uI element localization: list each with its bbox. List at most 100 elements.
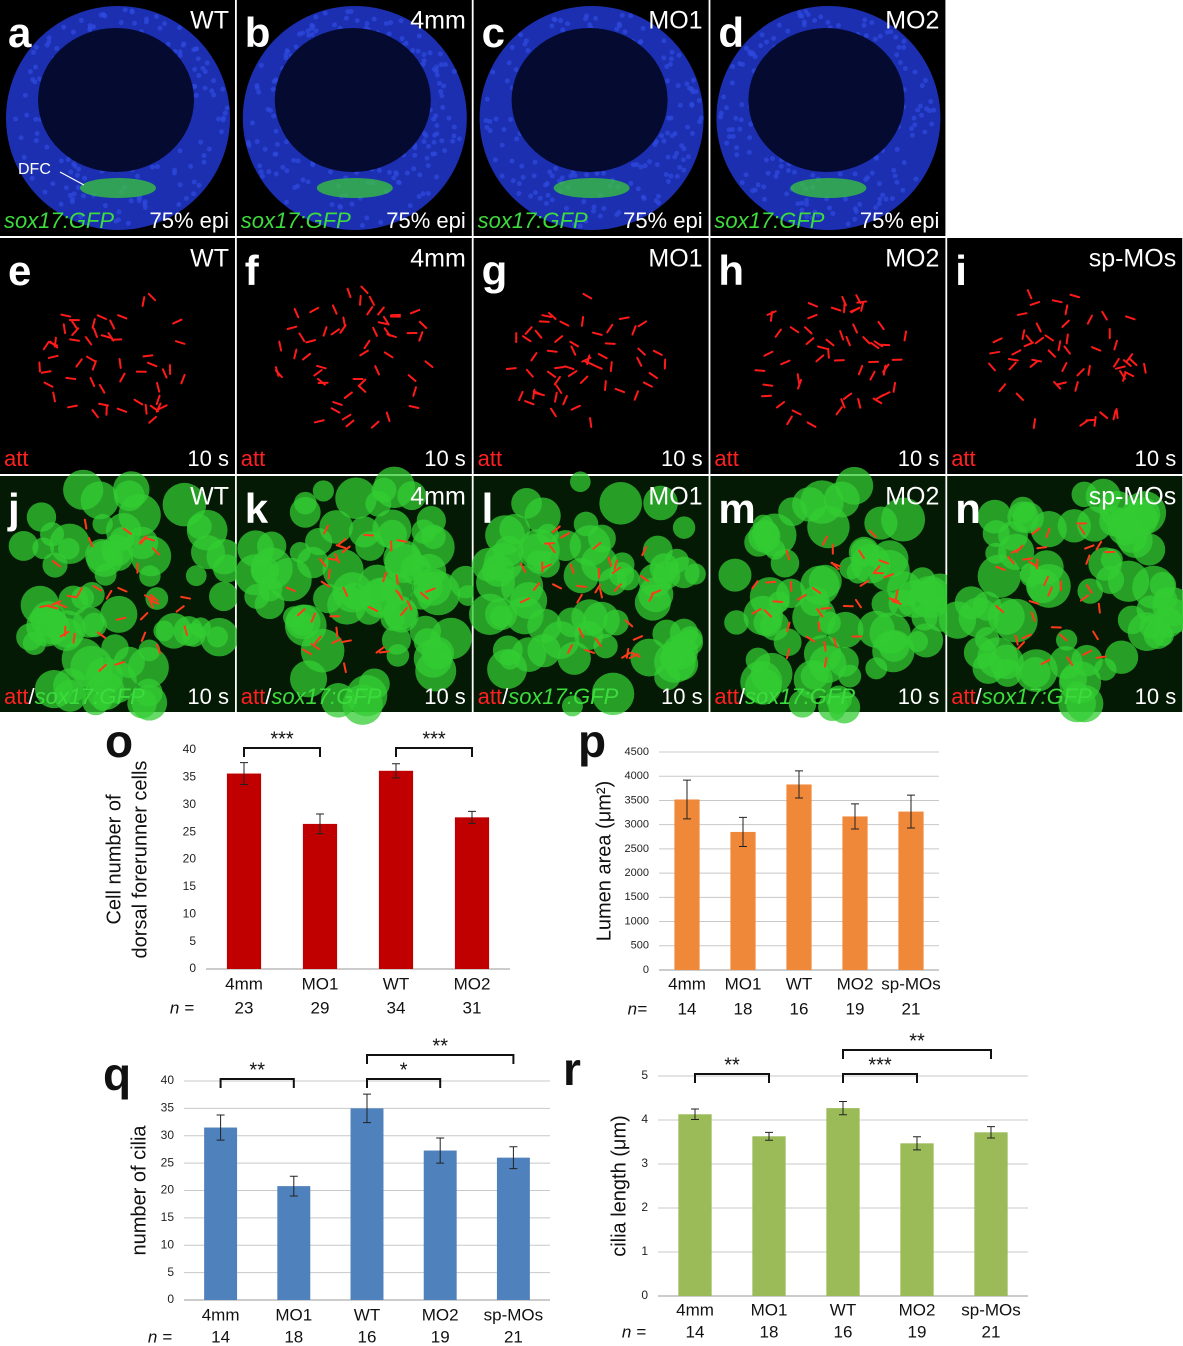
- cell: [34, 670, 74, 709]
- cell: [1007, 501, 1039, 533]
- bar: [496, 1157, 530, 1300]
- nucleus: [451, 124, 457, 130]
- cilium: [1063, 345, 1071, 355]
- cilium: [72, 632, 76, 644]
- nucleus: [430, 151, 436, 157]
- x-tick-label: MO1: [302, 974, 339, 993]
- cilium: [337, 538, 347, 546]
- nucleus: [100, 11, 106, 17]
- cilium: [603, 380, 607, 392]
- cilium: [807, 302, 819, 308]
- nucleus: [659, 133, 665, 139]
- cell: [305, 528, 333, 556]
- y-tick-label: 30: [183, 797, 197, 811]
- panel-letter: a: [8, 9, 32, 56]
- nucleus: [427, 50, 433, 56]
- nucleus: [451, 133, 457, 139]
- cell: [526, 549, 551, 574]
- nucleus: [853, 208, 859, 214]
- nucleus: [421, 139, 427, 145]
- n-value: 14: [678, 999, 697, 1018]
- cilium: [754, 369, 766, 372]
- cilium: [765, 580, 777, 584]
- nucleus: [642, 163, 648, 169]
- nucleus: [746, 149, 752, 155]
- nucleus: [258, 169, 264, 175]
- cell: [1104, 640, 1139, 674]
- nucleus: [71, 191, 77, 197]
- cilium: [155, 643, 162, 655]
- significance-bracket: [694, 1073, 770, 1083]
- y-tick-label: 5: [189, 934, 196, 948]
- nucleus: [30, 49, 36, 55]
- cilium: [1029, 360, 1039, 368]
- cilium: [366, 306, 374, 316]
- cilium: [96, 631, 107, 639]
- cilium: [786, 621, 791, 633]
- nucleus: [391, 175, 397, 181]
- cilium: [1079, 419, 1089, 427]
- cilium: [641, 545, 648, 557]
- nucleus: [300, 177, 306, 183]
- nucleus: [924, 106, 930, 112]
- cilium: [98, 663, 107, 672]
- cilium: [1043, 575, 1050, 587]
- cilium: [316, 364, 327, 370]
- yolk: [38, 28, 194, 172]
- cell: [118, 493, 161, 537]
- cilium: [92, 327, 99, 338]
- nucleus: [499, 142, 505, 148]
- panel-stage: 10 s: [898, 684, 940, 709]
- nucleus: [519, 163, 525, 169]
- panel-condition: MO2: [885, 245, 939, 273]
- cilium: [118, 358, 122, 369]
- cilium: [525, 368, 534, 378]
- n-value: 19: [908, 1322, 927, 1341]
- nucleus: [181, 41, 187, 47]
- image-panel: m MO2 att/sox17:GFP 10 s: [710, 466, 960, 724]
- image-panel: g MO1 att 10 s: [473, 238, 709, 474]
- nucleus: [337, 203, 343, 209]
- nucleus: [637, 211, 643, 217]
- cilium: [382, 315, 390, 326]
- nucleus: [256, 89, 262, 95]
- nucleus: [764, 39, 770, 45]
- nucleus: [300, 30, 306, 36]
- cilium: [636, 356, 643, 367]
- cilium: [1022, 557, 1034, 561]
- panel-stain: att/sox17:GFP: [951, 684, 1092, 709]
- cell: [848, 536, 880, 568]
- cell: [672, 516, 696, 539]
- cilium: [524, 326, 533, 335]
- bar: [826, 1108, 860, 1296]
- nucleus: [440, 104, 446, 110]
- cell: [377, 519, 408, 550]
- nucleus: [78, 214, 84, 220]
- panel-condition: WT: [190, 483, 229, 511]
- y-tick-label: 2500: [625, 843, 649, 855]
- n-value: 19: [431, 1327, 450, 1346]
- nucleus: [58, 201, 64, 207]
- stain-part: att: [478, 446, 502, 471]
- nucleus: [118, 20, 124, 26]
- bar: [842, 816, 868, 970]
- cilium: [831, 561, 840, 571]
- cilium: [823, 656, 828, 668]
- cilium: [825, 338, 835, 347]
- nucleus: [81, 193, 87, 199]
- cilium: [47, 341, 59, 347]
- nucleus: [76, 166, 82, 172]
- nucleus: [638, 164, 644, 170]
- cell: [793, 660, 833, 700]
- cilium: [316, 377, 326, 386]
- nucleus: [195, 56, 201, 62]
- nucleus: [68, 169, 74, 175]
- cilium: [100, 334, 112, 339]
- cilium: [1119, 370, 1126, 380]
- nucleus: [266, 169, 272, 175]
- nucleus: [404, 170, 410, 176]
- cilium: [407, 374, 417, 383]
- panel-background: [947, 238, 1183, 474]
- n-value: 21: [902, 999, 921, 1018]
